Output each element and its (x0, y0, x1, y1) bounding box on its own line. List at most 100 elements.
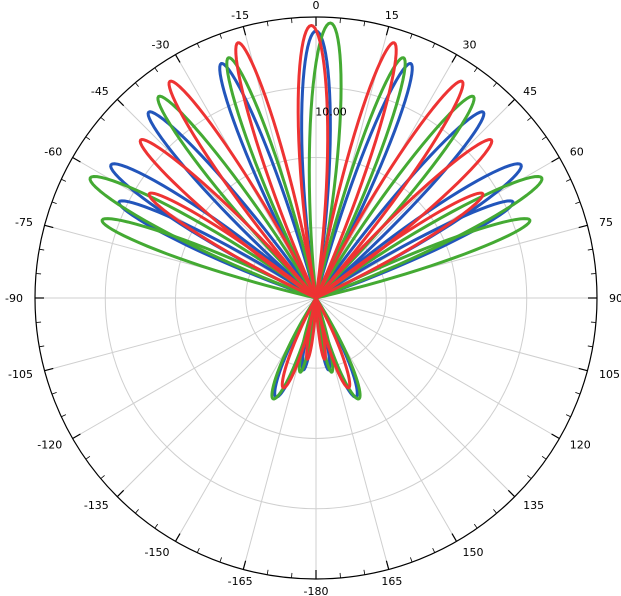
major-tick (44, 224, 54, 229)
major-tick (72, 156, 81, 163)
pattern-lobe (138, 138, 318, 300)
pattern-lobe (100, 217, 318, 300)
minor-tick (51, 201, 57, 204)
grid-spoke (315, 297, 588, 372)
major-tick (507, 489, 516, 498)
minor-tick (39, 248, 45, 251)
minor-tick (527, 117, 532, 121)
minor-tick (61, 414, 67, 418)
minor-tick (410, 557, 413, 563)
grid-spoke (315, 297, 516, 498)
major-tick (451, 533, 458, 542)
major-tick (385, 560, 390, 570)
angle-tick-label: -150 (145, 546, 170, 559)
angle-tick-label: 150 (463, 546, 484, 559)
major-tick (507, 98, 516, 107)
minor-tick (565, 414, 571, 418)
grid-spoke (44, 297, 317, 372)
angle-tick-label: 135 (523, 499, 544, 512)
angle-tick-label: 165 (381, 575, 402, 588)
pattern-lobe (314, 296, 335, 374)
minor-tick (100, 475, 105, 479)
minor-tick (575, 201, 581, 204)
angle-tick-label: -105 (8, 368, 33, 381)
pattern-lobe (147, 191, 318, 300)
minor-tick (527, 475, 532, 479)
angle-tick-label: -135 (84, 499, 109, 512)
pattern-series-2 (88, 21, 544, 401)
pattern-lobe (314, 62, 414, 300)
minor-tick (154, 523, 159, 529)
minor-tick (39, 345, 45, 348)
pattern-lobe (314, 138, 494, 300)
minor-tick (541, 455, 547, 460)
minor-tick (51, 392, 57, 395)
minor-tick (135, 509, 139, 514)
pattern-lobe (314, 174, 544, 300)
pattern-lobe (88, 174, 318, 300)
minor-tick (587, 345, 593, 348)
pattern-lobe (314, 217, 532, 300)
grid-spoke (315, 297, 560, 439)
angle-tick-label: 75 (599, 216, 613, 229)
minor-tick (493, 82, 497, 87)
grid-spoke (116, 297, 317, 498)
major-tick (116, 489, 125, 498)
angle-tick-label: -15 (231, 9, 249, 22)
minor-tick (432, 43, 436, 49)
polar-frame: 0 15 30 45 60 75 90 105 120 135 150 165 -180 -165 -150… (5, 0, 621, 596)
angle-tick-label: 105 (599, 368, 620, 381)
pattern-series-3 (138, 23, 494, 390)
pattern-lobe (280, 296, 318, 390)
minor-tick (219, 557, 222, 563)
angle-tick-label: -90 (5, 292, 23, 305)
pattern-lobe (314, 191, 485, 300)
angle-tick-label: -180 (304, 585, 329, 596)
major-tick (578, 224, 588, 229)
major-tick (551, 433, 560, 440)
major-tick (44, 367, 54, 372)
minor-tick (410, 33, 413, 39)
minor-tick (473, 67, 478, 73)
minor-tick (219, 33, 222, 39)
pattern-lobe (297, 296, 318, 374)
minor-tick (493, 509, 497, 514)
pattern-lobe (146, 110, 318, 300)
angle-tick-label: -75 (15, 216, 33, 229)
angle-tick-label: -60 (44, 146, 62, 159)
pattern-lobe (314, 41, 398, 300)
angle-tick-label: 45 (523, 85, 537, 98)
minor-tick (196, 43, 200, 49)
angle-tick-label: 15 (385, 9, 399, 22)
angle-tick-label: -30 (152, 38, 170, 51)
minor-tick (363, 21, 366, 27)
angle-tick-label: 60 (570, 146, 584, 159)
major-tick (72, 433, 81, 440)
angle-tick-label: 90 (609, 292, 621, 305)
pattern-lobe (234, 41, 318, 300)
angle-tick-label: 120 (570, 439, 591, 452)
pattern-lobe (296, 23, 330, 300)
radial-scale-label: 10.00 (315, 105, 347, 118)
minor-tick (541, 136, 547, 141)
major-tick (116, 98, 125, 107)
pattern-lobe (156, 94, 318, 300)
minor-tick (587, 248, 593, 251)
pattern-lobe (314, 296, 352, 390)
minor-tick (100, 117, 105, 121)
minor-tick (363, 569, 366, 575)
minor-tick (61, 178, 67, 182)
minor-tick (266, 569, 269, 575)
major-tick (174, 54, 181, 63)
major-tick (242, 560, 247, 570)
pattern-lobe (305, 296, 318, 361)
pattern-lobe (167, 79, 318, 300)
major-tick (551, 156, 560, 163)
angle-tick-label: 0 (313, 0, 320, 12)
angle-tick-label: -120 (37, 439, 62, 452)
pattern-series-group (88, 21, 544, 401)
minor-tick (85, 136, 91, 141)
angle-tick-label: 30 (463, 38, 477, 51)
pattern-lobe (225, 56, 318, 300)
pattern-lobe (314, 94, 476, 300)
